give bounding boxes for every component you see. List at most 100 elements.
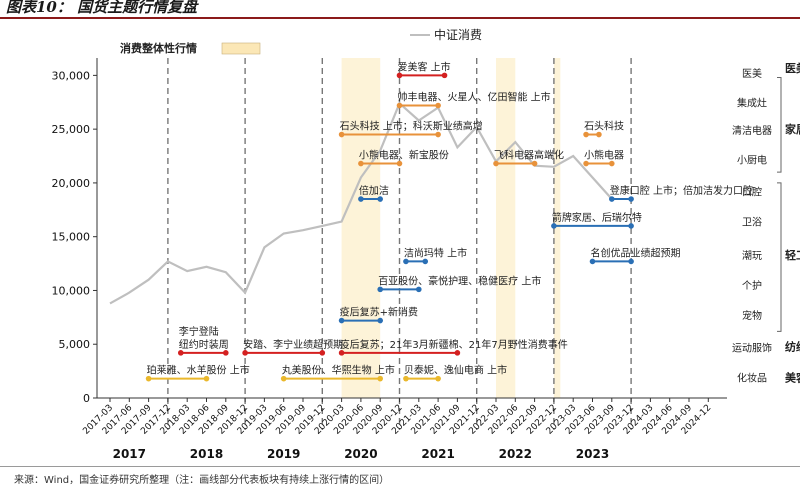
event-start-dot (338, 350, 345, 356)
y-tick-label: 20,000 (52, 177, 91, 190)
right-label-1: 集成灶 (737, 96, 767, 109)
event-label: 疫后复苏+新消费 (340, 306, 418, 319)
event-end-dot (396, 160, 403, 167)
right-label-9: 运动服饰 (732, 341, 772, 354)
event-end-dot (377, 317, 384, 324)
y-tick-label: 15,000 (52, 231, 91, 244)
consumer-index-chart: 0 5,000 10,000 15,000 20,000 25,000 30,000 2017… (52, 27, 800, 461)
event-end-dot (416, 286, 422, 293)
event-16: 疫后复苏；21年3月新疆棉、21年7月野性消费事件 (338, 338, 568, 356)
year-label: 2021 (421, 447, 454, 461)
event-start-dot (403, 258, 409, 265)
event-label: 帅丰电器、火星人、亿田智能 上市 (398, 90, 551, 103)
event-12: 百亚股份、豪悦护理、稳健医疗 上市 (377, 274, 541, 293)
event-start-dot (242, 350, 248, 356)
event-label: 疫后复苏；21年3月新疆棉、21年7月野性消费事件 (340, 338, 568, 351)
event-end-dot (628, 258, 634, 265)
right-label-3: 小厨电 (737, 153, 767, 166)
event-end-dot (531, 160, 538, 167)
shaded-period-2 (553, 58, 561, 398)
event-start-dot (145, 375, 152, 382)
right-label-0: 医美 (742, 67, 762, 80)
event-start-dot (358, 196, 364, 202)
event-8: 登康口腔 上市；倍加洁发力口腔 (609, 184, 753, 202)
event-label: 丸美股份、华熙生物 上市 (282, 364, 395, 377)
right-label-5: 卫浴 (742, 217, 762, 229)
event-19: 贝泰妮、逸仙电商 上市 (403, 364, 507, 382)
event-2: 石头科技 上市；科沃斯业绩高增 (338, 120, 483, 138)
event-start-dot (358, 160, 364, 167)
category-bracket-1 (777, 182, 782, 332)
category-group-4: 美容 (785, 371, 800, 385)
event-start-dot (338, 317, 345, 324)
event-start-dot (583, 160, 589, 167)
y-tick-label: 25,000 (52, 123, 91, 136)
right-label-8: 宠物 (742, 309, 762, 322)
event-start-dot (493, 160, 499, 167)
source-note: 来源：Wind，国金证券研究所整理（注：画线部分代表板块有持续上涨行情的区间） (14, 475, 390, 486)
event-end-dot (319, 350, 326, 356)
event-label: 登康口腔 上市；倍加洁发力口腔 (610, 184, 753, 197)
event-4: 小熊电器、新宝股份 (358, 149, 449, 167)
event-end-dot (454, 350, 461, 356)
event-10: 洁尚玛特 上市 (403, 246, 467, 265)
event-label: 洁尚玛特 上市 (404, 246, 467, 259)
event-label: 箭牌家居、后瑞尔特 (552, 211, 642, 224)
event-end-dot (377, 375, 384, 382)
y-tick-label: 5,000 (59, 338, 91, 351)
event-start-dot (583, 131, 589, 138)
event-start-dot (396, 72, 403, 79)
year-label: 2022 (499, 447, 532, 461)
event-start-dot (396, 102, 403, 109)
event-end-dot (203, 375, 210, 382)
event-15: 安踏、李宁业绩超预期 (242, 338, 343, 356)
event-label: 百亚股份、豪悦护理、稳健医疗 上市 (378, 274, 541, 287)
index-series-line (109, 101, 613, 305)
event-start-dot (177, 350, 184, 356)
shaded-period-0 (341, 58, 381, 398)
event-end-dot (628, 196, 634, 202)
event-5: 飞科电器高端化 (493, 149, 564, 167)
event-label: 安踏、李宁业绩超预期 (243, 338, 343, 351)
year-label: 2017 (113, 447, 146, 461)
event-start-dot (551, 223, 557, 229)
event-end-dot (435, 375, 441, 382)
right-label-10: 化妆品 (737, 372, 767, 385)
right-label-4: 口腔 (742, 186, 762, 199)
event-end-dot (435, 102, 441, 109)
y-tick-label: 0 (83, 392, 90, 405)
event-label: 纽约时装周 (179, 338, 229, 351)
report-header: 图表10： 国货主题行情复盘 (0, 0, 800, 22)
event-label: 飞科电器高端化 (494, 149, 564, 162)
event-6: 小熊电器 (583, 149, 624, 167)
event-label: 石头科技 (584, 120, 624, 133)
event-label: 李宁登陆 (179, 325, 219, 338)
right-label-6: 潮玩 (742, 249, 762, 262)
legend-shade-label: 消费整体性行情 (120, 41, 197, 55)
title-rule (0, 17, 800, 19)
legend-shade-swatch (221, 42, 261, 55)
legend-line-label: 中证消费 (434, 27, 482, 42)
event-label: 小熊电器、新宝股份 (359, 149, 449, 162)
event-3: 石头科技 (583, 120, 624, 138)
event-start-dot (338, 131, 345, 138)
event-13: 疫后复苏+新消费 (338, 306, 418, 324)
event-9: 箭牌家居、后瑞尔特 (551, 211, 642, 229)
event-end-dot (596, 131, 602, 138)
event-11: 名创优品业绩超预期 (589, 246, 681, 265)
event-1: 帅丰电器、火星人、亿田智能 上市 (396, 90, 551, 109)
y-tick-label: 10,000 (52, 284, 91, 297)
event-label: 贝泰妮、逸仙电商 上市 (404, 364, 507, 377)
event-end-dot (435, 131, 441, 138)
footer-rule (0, 466, 800, 467)
category-group-0: 医美 (785, 61, 800, 75)
year-label: 2018 (190, 447, 223, 461)
year-label: 2020 (344, 447, 377, 461)
shaded-period-1 (496, 58, 516, 398)
y-tick-label: 30,000 (52, 69, 91, 82)
event-label: 小熊电器 (584, 149, 624, 162)
event-0: 爱美客 上市 (396, 60, 451, 79)
event-end-dot (377, 196, 384, 202)
event-end-dot (422, 258, 429, 265)
